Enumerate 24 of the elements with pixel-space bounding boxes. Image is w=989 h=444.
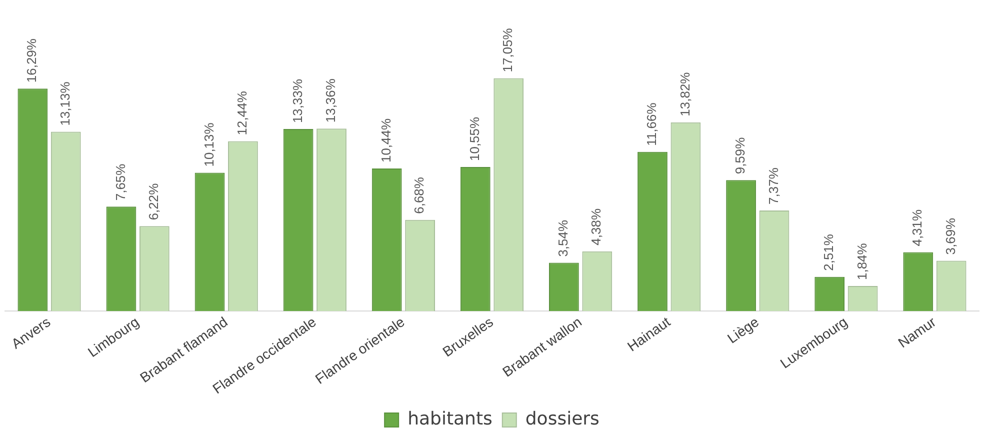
data-label: 6,22% <box>146 182 161 220</box>
data-label: 2,51% <box>821 234 836 271</box>
data-label: 4,38% <box>588 208 604 246</box>
data-label: 13,82% <box>677 72 692 116</box>
data-label: 11,66% <box>644 102 660 146</box>
legend-label: dossiers <box>525 408 600 430</box>
data-label: 7,65% <box>112 163 128 201</box>
data-label: 3,69% <box>942 217 958 255</box>
data-label: 9,59% <box>732 136 748 174</box>
data-label: 13,36% <box>323 78 338 123</box>
data-label: 13,13% <box>57 81 72 126</box>
data-label: 17,05% <box>500 28 516 72</box>
data-label: 6,68% <box>412 176 427 214</box>
data-label: 12,44% <box>234 90 250 136</box>
data-label: 16,29% <box>24 38 40 83</box>
data-label: 1,84% <box>854 242 870 280</box>
data-label: 4,31% <box>910 208 925 246</box>
data-label: 10,13% <box>201 122 216 167</box>
data-label: 10,55% <box>466 116 482 162</box>
data-label: 3,54% <box>556 219 571 257</box>
legend-label: habitants <box>408 408 492 430</box>
data-label: 13,33% <box>290 78 305 124</box>
data-label: 10,44% <box>378 118 394 163</box>
data-label: 7,37% <box>766 167 781 204</box>
